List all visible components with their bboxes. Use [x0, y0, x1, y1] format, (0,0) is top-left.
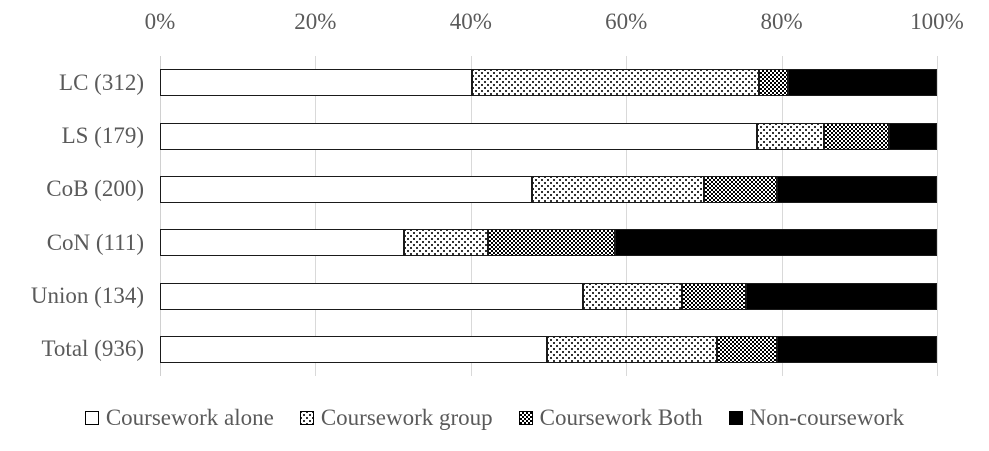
x-tick-label: 0%	[144, 9, 176, 34]
bar-row	[160, 335, 937, 363]
bar-row	[160, 69, 937, 97]
bar-row	[160, 229, 937, 257]
bar-segment[interactable]	[756, 122, 824, 150]
bar-segment[interactable]	[160, 229, 404, 257]
legend-label: Coursework Both	[539, 405, 703, 430]
x-tick-label: 80%	[760, 9, 803, 34]
y-axis-category-labels: LC (312) LS (179) CoB (200) CoN (111) Union …	[0, 56, 152, 376]
bar-row	[160, 175, 937, 203]
bar-segment[interactable]	[823, 122, 889, 150]
bar-segment[interactable]	[487, 229, 616, 257]
bar-segment[interactable]	[717, 335, 777, 363]
bar-segment[interactable]	[776, 335, 937, 363]
y-category-label: Union (134)	[30, 283, 144, 308]
legend-item[interactable]: Coursework group	[299, 405, 493, 431]
legend-label: Coursework alone	[105, 405, 274, 430]
gridline	[315, 56, 317, 376]
bar-row	[160, 122, 937, 150]
gridline	[470, 56, 472, 376]
x-tick-label: 100%	[910, 9, 964, 34]
bar-segment[interactable]	[160, 69, 473, 97]
x-tick-label: 20%	[294, 9, 337, 34]
bar-segment[interactable]	[888, 122, 937, 150]
y-category-label: LC (312)	[59, 69, 144, 95]
y-category-label: CoN (111)	[46, 229, 144, 255]
bar-segment[interactable]	[160, 175, 533, 203]
swatch-noncourse-icon	[728, 411, 743, 425]
bar-segment[interactable]	[472, 69, 760, 97]
bar-segment[interactable]	[546, 335, 718, 363]
bar-segment[interactable]	[759, 69, 788, 97]
gridline	[626, 56, 628, 376]
gridline	[781, 56, 783, 376]
y-category-label: CoB (200)	[46, 176, 144, 202]
gridline	[937, 56, 938, 376]
bar-segment[interactable]	[615, 229, 937, 257]
bar-segment[interactable]	[787, 69, 937, 97]
x-tick-label: 40%	[449, 9, 492, 34]
gridline	[160, 56, 161, 376]
x-axis-tick-labels: 0% 20% 40% 60% 80% 100%	[145, 8, 964, 40]
legend-label: Non-coursework	[749, 405, 905, 430]
bar-segment[interactable]	[682, 282, 746, 310]
bar-row	[160, 282, 937, 310]
bar-segment[interactable]	[745, 282, 937, 310]
chart-legend: Coursework alone Coursework group Coursewo…	[0, 398, 989, 438]
bar-segment[interactable]	[160, 335, 547, 363]
bar-segment[interactable]	[532, 175, 704, 203]
swatch-group-icon	[299, 411, 314, 425]
y-category-label: LS (179)	[61, 123, 144, 148]
bar-segment[interactable]	[703, 175, 777, 203]
x-tick-label: 60%	[605, 9, 648, 34]
bar-segment[interactable]	[582, 282, 683, 310]
legend-item[interactable]: Coursework Both	[518, 405, 703, 431]
swatch-both-icon	[518, 411, 533, 425]
legend-label: Coursework group	[320, 405, 493, 430]
y-category-label: Total (936)	[41, 336, 144, 362]
bar-segment[interactable]	[776, 175, 937, 203]
plot-area	[160, 56, 938, 376]
legend-item[interactable]: Non-coursework	[728, 405, 905, 431]
bar-segment[interactable]	[403, 229, 488, 257]
legend-item[interactable]: Coursework alone	[84, 405, 274, 431]
swatch-alone-icon	[84, 411, 99, 425]
bar-segment[interactable]	[160, 282, 583, 310]
bar-segment[interactable]	[160, 122, 757, 150]
